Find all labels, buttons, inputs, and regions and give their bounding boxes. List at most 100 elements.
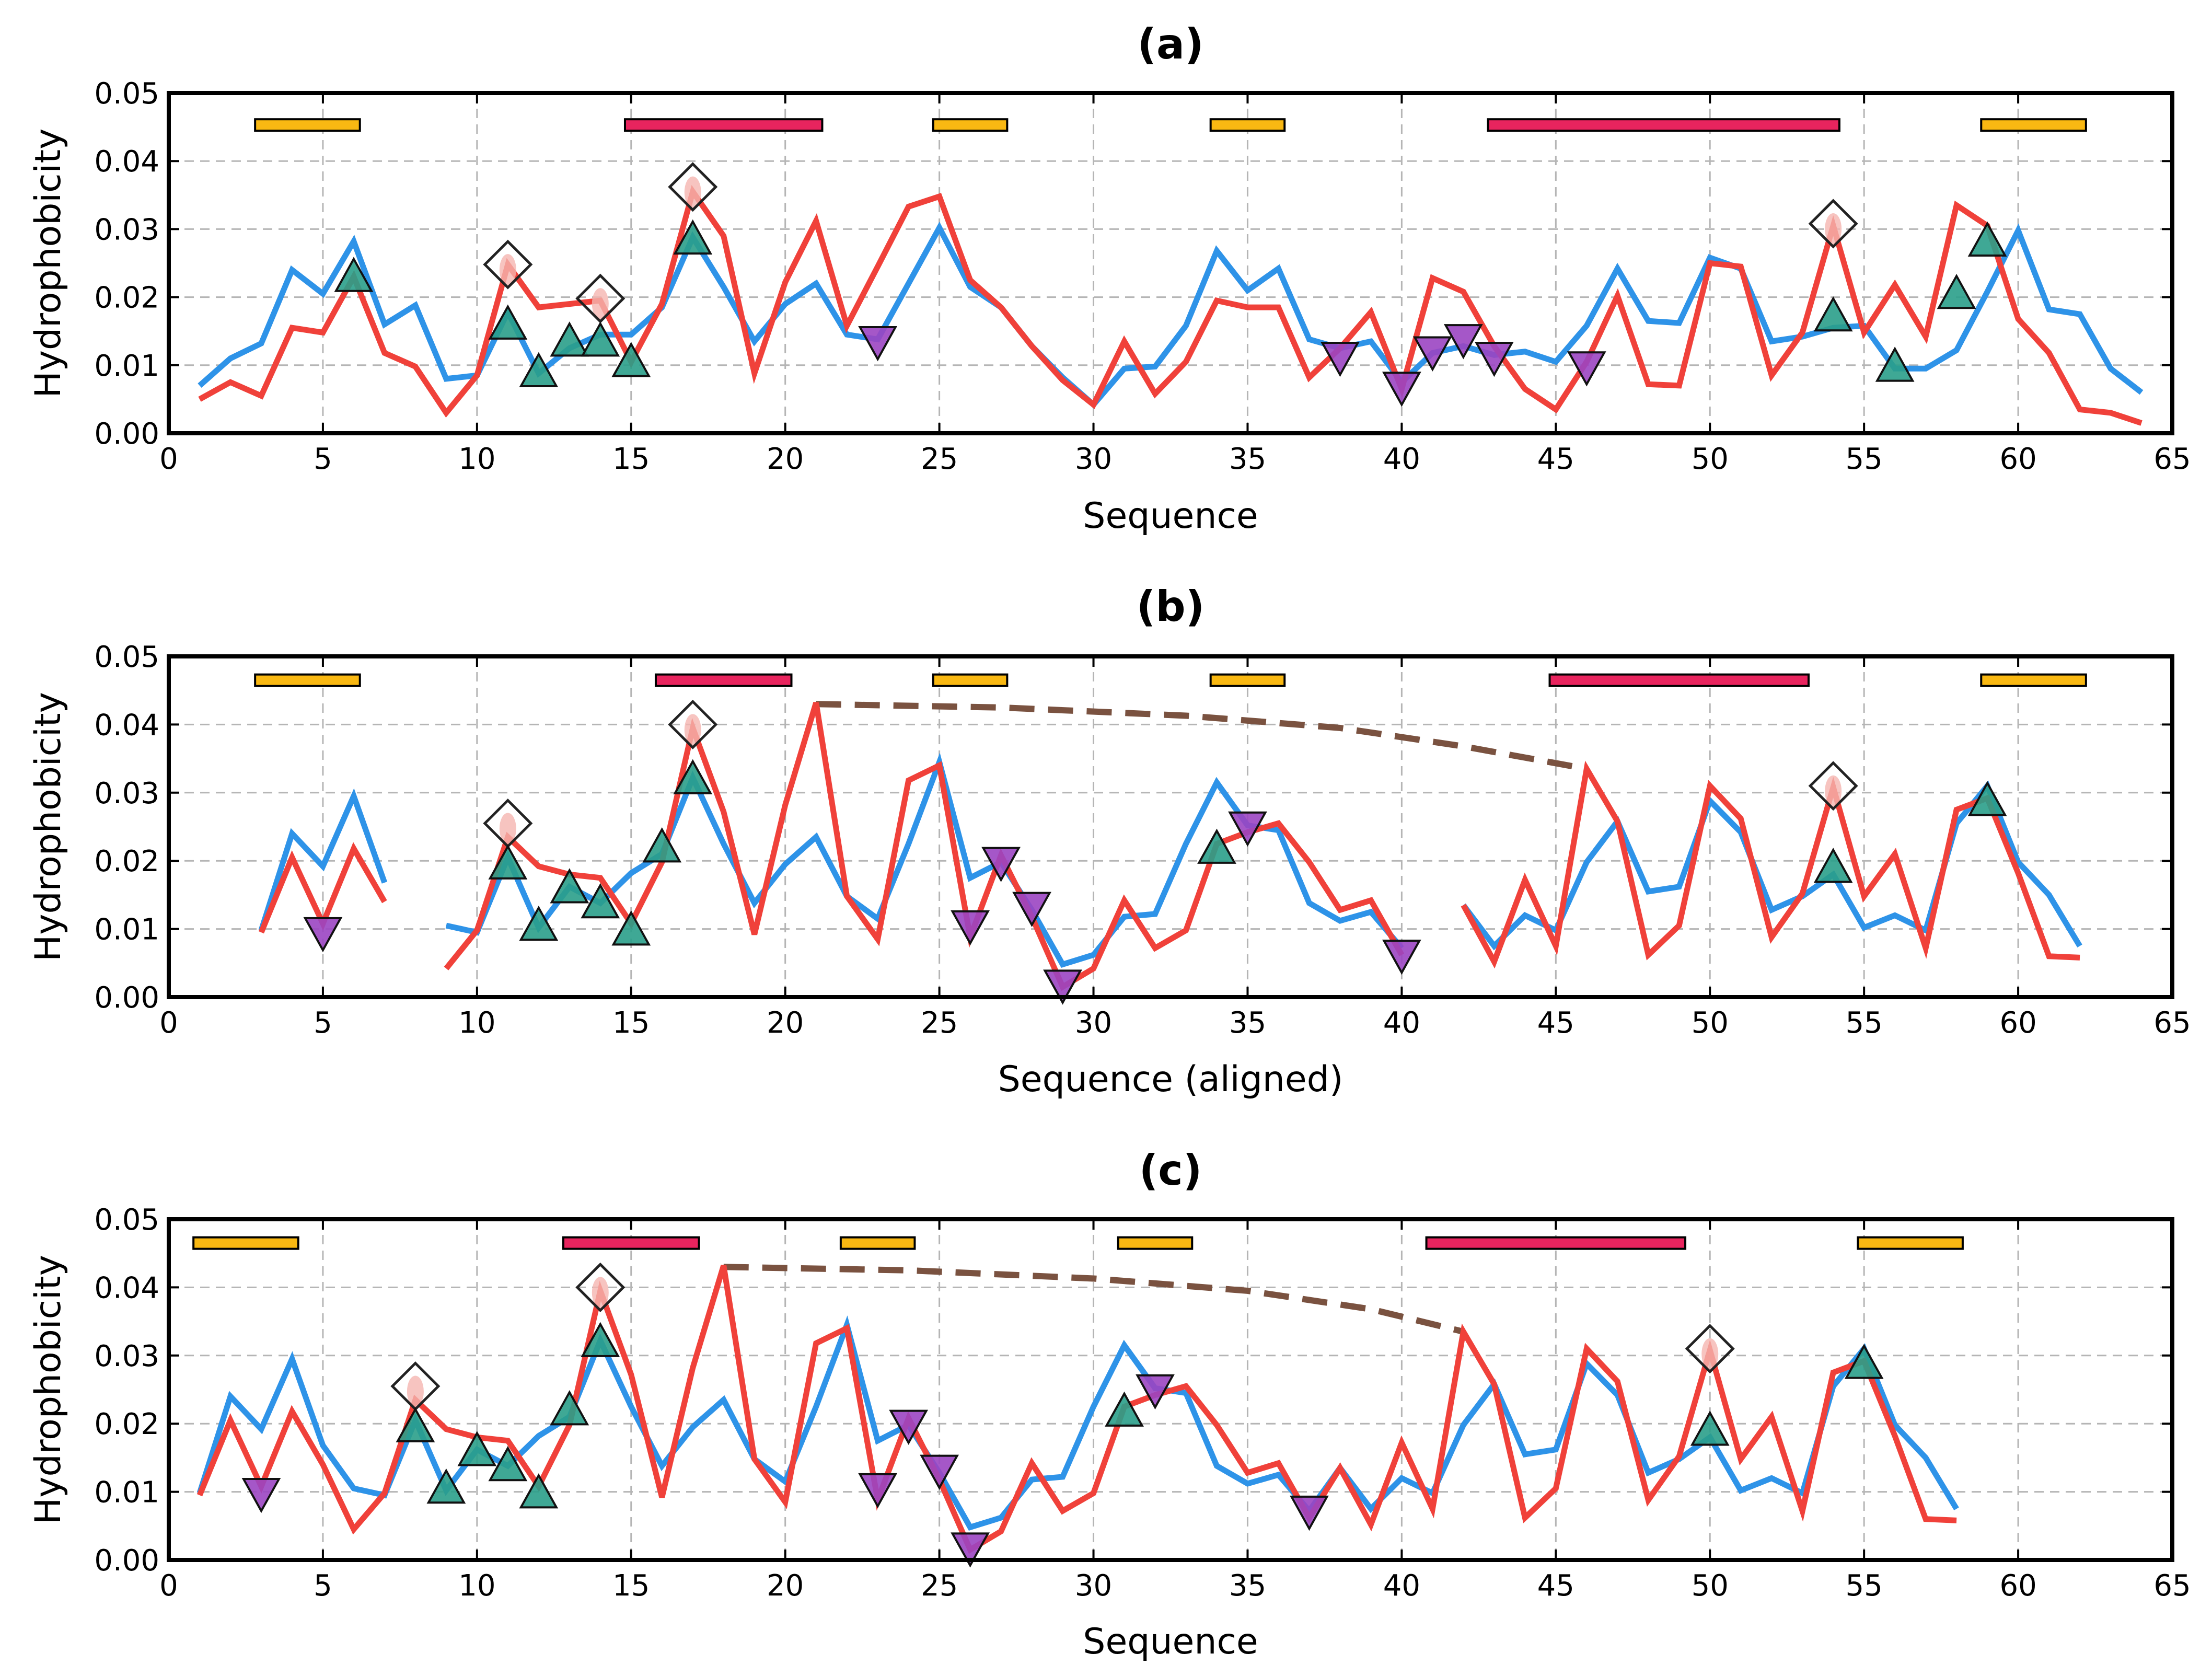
panel-b-diamond-marker-2 — [668, 699, 718, 749]
panel-b-ytick-label: 0.03 — [94, 777, 159, 811]
panel-a-xtick-label: 5 — [314, 442, 332, 476]
panel-c-xtick-label: 35 — [1229, 1569, 1266, 1603]
panel-b-xtick-label: 65 — [2153, 1006, 2191, 1040]
panel-b-xtick-label: 25 — [921, 1006, 958, 1040]
panel-b-down-triangle-1 — [303, 917, 343, 953]
panel-a-red-line — [198, 185, 2142, 426]
panel-c-structure-bar-2 — [562, 1236, 700, 1250]
panel-b-xtick-label: 20 — [767, 1006, 804, 1040]
panel-c-ytick-label: 0.03 — [94, 1339, 159, 1373]
panel-b-up-triangle-6 — [642, 827, 682, 863]
panel-a-diamond-glow-3 — [684, 176, 701, 208]
panel-c-diamond-glow-2 — [592, 1277, 609, 1309]
panel-b-ytick-label: 0.05 — [94, 640, 159, 674]
panel-c: (c) 0 5 10 15 20 25 30 35 40 45 50 55 60 65 0.00 0.01 0.0… — [28, 1146, 2191, 1662]
panel-c-xtick-label: 10 — [458, 1569, 495, 1603]
panel-a-up-triangle-7 — [673, 219, 713, 255]
panel-c-xtick-label: 5 — [314, 1569, 332, 1603]
panel-b-xtick-label: 5 — [314, 1006, 332, 1040]
panel-a-blue-line — [198, 222, 2144, 409]
panel-a-down-triangle-6 — [1474, 341, 1514, 377]
panel-b-up-triangle-3 — [550, 868, 589, 904]
panel-c-diamond-marker-3 — [1685, 1324, 1735, 1374]
panel-c-down-triangle-4 — [920, 1454, 959, 1490]
panel-a-xtick-label: 60 — [1999, 442, 2036, 476]
panel-a: (a) 0 5 10 15 20 25 30 35 40 45 50 55 60 65 0.00 0.01 0.0… — [28, 20, 2191, 537]
panel-a-xlabel: Sequence — [1083, 495, 1258, 537]
panel-b-down-triangle-2 — [951, 910, 990, 946]
panel-b-ylabel: Hydrophobicity — [28, 692, 69, 962]
panel-b-xtick-label: 40 — [1383, 1006, 1420, 1040]
panel-b-up-triangle-4 — [581, 883, 620, 919]
panel-a-structure-bar-4 — [1209, 118, 1286, 132]
panel-b-xtick-label: 10 — [458, 1006, 495, 1040]
panel-b-up-triangle-8 — [1197, 828, 1236, 864]
panel-b-xtick-label: 45 — [1537, 1006, 1574, 1040]
panel-a-xtick-label: 30 — [1075, 442, 1112, 476]
panel-b-ytick-label: 0.04 — [94, 708, 159, 742]
panel-b-up-triangle-5 — [611, 910, 651, 946]
panel-a-ylabel: Hydrophobicity — [28, 129, 69, 398]
panel-b-structure-bar-1 — [254, 673, 361, 687]
panel-b-ytick-label: 0.02 — [94, 845, 159, 878]
panel-b-structure-bar-6 — [1980, 673, 2087, 687]
panel-b-up-triangle-1 — [488, 844, 528, 880]
panel-b-down-triangle-5 — [1043, 969, 1082, 1005]
panel-a-up-triangle-2 — [488, 304, 528, 340]
panel-a-structure-bar-2 — [623, 118, 824, 132]
panel-b-down-triangle-4 — [1012, 892, 1051, 927]
panel-a-diamond-glow-1 — [499, 254, 516, 286]
panel-a-down-triangle-3 — [1382, 372, 1421, 407]
panel-b-structure-bar-4 — [1209, 673, 1286, 687]
panel-c-up-triangle-3 — [457, 1431, 497, 1466]
panel-c-xtick-label: 45 — [1537, 1569, 1574, 1603]
panel-c-down-triangle-6 — [1136, 1374, 1175, 1410]
panel-c-down-triangle-1 — [241, 1478, 281, 1513]
panel-b-diamond-marker-3 — [1808, 761, 1858, 811]
panel-c-blue-line — [196, 1315, 1959, 1531]
panel-b-frame — [167, 654, 2174, 999]
panel-c-ytick-label: 0.04 — [94, 1271, 159, 1305]
panel-a-ytick-label: 0.05 — [94, 77, 159, 111]
panel-a-down-triangle-4 — [1412, 336, 1452, 372]
panel-a-ytick-label: 0.04 — [94, 145, 159, 179]
panel-a-xtick-label: 0 — [159, 442, 178, 476]
panel-c-structure-bar-1 — [192, 1236, 299, 1250]
panel-a-ytick-label: 0.00 — [94, 417, 159, 451]
panel-b-xtick-label: 0 — [159, 1006, 178, 1040]
panel-a-diamond-glow-4 — [1825, 213, 1842, 245]
panel-c-xtick-label: 30 — [1075, 1569, 1112, 1603]
panel-c-diamond-glow-1 — [407, 1375, 424, 1407]
panel-a-diamond-marker-3 — [668, 162, 718, 212]
panel-a-up-triangle-9 — [1875, 346, 1915, 382]
panel-c-ytick-label: 0.05 — [94, 1203, 159, 1237]
panel-c-up-triangle-5 — [519, 1473, 559, 1509]
panel-c-structure-bar-6 — [1857, 1236, 1964, 1250]
panel-c-up-triangle-6 — [550, 1390, 589, 1426]
panel-c-xtick-label: 60 — [1999, 1569, 2036, 1603]
panel-b-structure-bar-2 — [654, 673, 793, 687]
panel-a-frame — [167, 91, 2174, 435]
panel-b-dashed-link — [816, 701, 1588, 772]
panel-a-up-triangle-10 — [1937, 273, 1976, 309]
panel-a-up-triangle-1 — [334, 257, 374, 292]
panel-a-up-triangle-3 — [519, 352, 559, 388]
panel-a-ytick-label: 0.03 — [94, 213, 159, 247]
panel-b-structure-bar-5 — [1548, 673, 1810, 687]
panel-a-down-triangle-7 — [1567, 351, 1606, 387]
panel-b-xtick-label: 15 — [612, 1006, 650, 1040]
panel-b-diamond-glow-2 — [684, 714, 701, 746]
panel-a-up-triangle-11 — [1967, 221, 2007, 257]
panel-b-down-triangle-7 — [1382, 939, 1421, 975]
panel-c-xtick-label: 0 — [159, 1569, 178, 1603]
panel-a-xtick-label: 25 — [921, 442, 958, 476]
panel-b-red-line-segment-2 — [444, 702, 1405, 991]
panel-a-xtick-label: 40 — [1383, 442, 1420, 476]
panel-a-diamond-glow-2 — [592, 288, 609, 320]
panel-a-structure-bar-5 — [1487, 118, 1840, 132]
panel-b-xtick-label: 50 — [1692, 1006, 1729, 1040]
panel-b-blue-line-segment-1 — [258, 788, 388, 931]
panel-a-down-triangle-5 — [1443, 324, 1483, 360]
panel-c-xlabel: Sequence — [1083, 1621, 1258, 1662]
panel-c-up-triangle-1 — [396, 1407, 435, 1442]
